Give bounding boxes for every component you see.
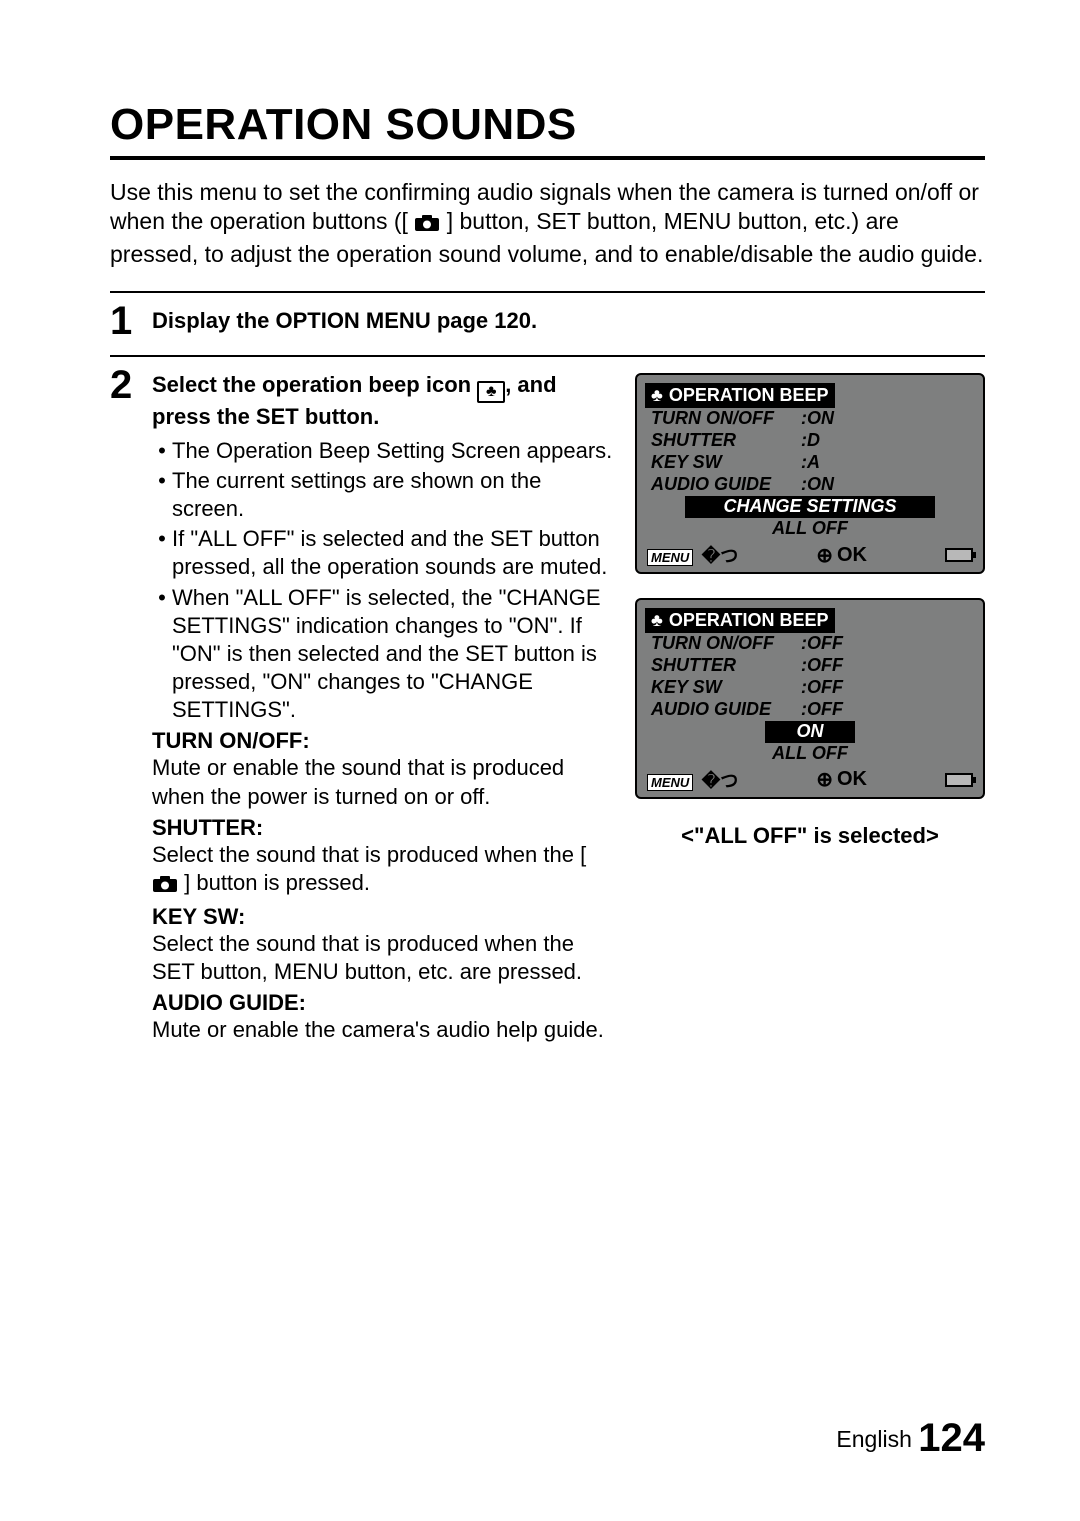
lcd-key: SHUTTER xyxy=(651,655,801,677)
lcd-footer: MENU �つ ⊕ OK xyxy=(645,767,975,793)
term-desc-b: ] button is pressed. xyxy=(184,870,370,895)
lcd-key: KEY SW xyxy=(651,677,801,699)
step-2-number: 2 xyxy=(110,365,152,405)
bullet-icon: • xyxy=(152,525,172,581)
term-desc: Mute or enable the sound that is produce… xyxy=(152,754,613,810)
lcd-val: :A xyxy=(801,452,820,474)
list-item: •The Operation Beep Setting Screen appea… xyxy=(152,437,613,465)
step-1: 1 Display the OPTION MENU page 120. xyxy=(110,291,985,341)
term-label: SHUTTER: xyxy=(152,815,613,841)
list-item: •When "ALL OFF" is selected, the "CHANGE… xyxy=(152,584,613,725)
lcd-val: :OFF xyxy=(801,655,843,677)
footer-page-number: 124 xyxy=(918,1416,985,1460)
ok-text: OK xyxy=(837,544,867,567)
page-footer: English 124 xyxy=(836,1416,985,1461)
lcd-header-text: OPERATION BEEP xyxy=(669,610,829,631)
lcd-extra: ALL OFF xyxy=(645,743,975,765)
lcd-header: ♣ OPERATION BEEP xyxy=(645,383,835,408)
lcd-menu-group: MENU �つ xyxy=(647,542,738,568)
return-arrow-icon: �つ xyxy=(702,771,738,791)
bullet-icon: • xyxy=(152,584,172,725)
lcd-val: :OFF xyxy=(801,677,843,699)
term-audioguide: AUDIO GUIDE: Mute or enable the camera's… xyxy=(152,990,613,1044)
ok-icon: ⊕ xyxy=(816,543,833,568)
term-desc: Select the sound that is produced when t… xyxy=(152,930,613,986)
step-2-right-column: ♣ OPERATION BEEP TURN ON/OFF:ON SHUTTER:… xyxy=(635,371,985,1044)
lcd-row: TURN ON/OFF:OFF xyxy=(645,633,975,655)
lcd-caption: <"ALL OFF" is selected> xyxy=(635,823,985,849)
step-2-heading: Select the operation beep icon ♣, and pr… xyxy=(152,371,613,431)
lcd-row: KEY SW:OFF xyxy=(645,677,975,699)
step-2-left-column: Select the operation beep icon ♣, and pr… xyxy=(152,371,613,1044)
term-turn-onoff: TURN ON/OFF: Mute or enable the sound th… xyxy=(152,728,613,810)
lcd-key: TURN ON/OFF xyxy=(651,633,801,655)
term-desc: Mute or enable the camera's audio help g… xyxy=(152,1016,613,1044)
lcd-footer: MENU �つ ⊕ OK xyxy=(645,542,975,568)
lcd-val: :OFF xyxy=(801,633,843,655)
lcd-val: :ON xyxy=(801,474,834,496)
lcd-ok-group: ⊕ OK xyxy=(816,543,867,568)
page-title: OPERATION SOUNDS xyxy=(110,100,985,160)
lcd-highlight: ON xyxy=(765,721,855,743)
footer-language: English xyxy=(836,1426,911,1452)
step-2-bullets: •The Operation Beep Setting Screen appea… xyxy=(152,437,613,725)
lcd-key: TURN ON/OFF xyxy=(651,408,801,430)
ok-text: OK xyxy=(837,768,867,791)
lcd-highlight: CHANGE SETTINGS xyxy=(685,496,935,518)
term-keysw: KEY SW: Select the sound that is produce… xyxy=(152,904,613,986)
battery-icon xyxy=(945,773,973,787)
beep-icon: ♣ xyxy=(477,381,505,403)
bullet-text: The current settings are shown on the sc… xyxy=(172,467,613,523)
lcd-header: ♣ OPERATION BEEP xyxy=(645,608,835,633)
step-2: 2 Select the operation beep icon ♣, and … xyxy=(110,355,985,1044)
camera-icon xyxy=(152,872,178,900)
list-item: •The current settings are shown on the s… xyxy=(152,467,613,523)
lcd-screen-2: ♣ OPERATION BEEP TURN ON/OFF:OFF SHUTTER… xyxy=(635,598,985,799)
lcd-ok-group: ⊕ OK xyxy=(816,767,867,792)
list-item: •If "ALL OFF" is selected and the SET bu… xyxy=(152,525,613,581)
lcd-val: :OFF xyxy=(801,699,843,721)
lcd-row: SHUTTER:D xyxy=(645,430,975,452)
menu-badge: MENU xyxy=(647,549,693,566)
step-1-heading: Display the OPTION MENU page 120. xyxy=(152,307,985,335)
term-label: KEY SW: xyxy=(152,904,613,930)
bullet-text: When "ALL OFF" is selected, the "CHANGE … xyxy=(172,584,613,725)
menu-badge: MENU xyxy=(647,774,693,791)
term-label: TURN ON/OFF: xyxy=(152,728,613,754)
lcd-extra: ALL OFF xyxy=(645,518,975,540)
step-1-number: 1 xyxy=(110,301,152,341)
lcd-key: AUDIO GUIDE xyxy=(651,699,801,721)
lcd-header-text: OPERATION BEEP xyxy=(669,385,829,406)
lcd-val: :ON xyxy=(801,408,834,430)
beep-header-icon: ♣ xyxy=(651,385,663,406)
bullet-text: The Operation Beep Setting Screen appear… xyxy=(172,437,613,465)
lcd-key: KEY SW xyxy=(651,452,801,474)
bullet-icon: • xyxy=(152,437,172,465)
lcd-key: AUDIO GUIDE xyxy=(651,474,801,496)
step-2-head-a: Select the operation beep icon xyxy=(152,372,477,397)
camera-icon xyxy=(414,210,440,239)
term-desc: Select the sound that is produced when t… xyxy=(152,841,613,900)
bullet-text: If "ALL OFF" is selected and the SET but… xyxy=(172,525,613,581)
lcd-row: AUDIO GUIDE:OFF xyxy=(645,699,975,721)
lcd-row: SHUTTER:OFF xyxy=(645,655,975,677)
return-arrow-icon: �つ xyxy=(702,546,738,566)
lcd-menu-group: MENU �つ xyxy=(647,767,738,793)
beep-header-icon: ♣ xyxy=(651,610,663,631)
battery-icon xyxy=(945,548,973,562)
lcd-row: AUDIO GUIDE:ON xyxy=(645,474,975,496)
lcd-val: :D xyxy=(801,430,820,452)
lcd-key: SHUTTER xyxy=(651,430,801,452)
term-label: AUDIO GUIDE: xyxy=(152,990,613,1016)
lcd-row: TURN ON/OFF:ON xyxy=(645,408,975,430)
lcd-row: KEY SW:A xyxy=(645,452,975,474)
ok-icon: ⊕ xyxy=(816,767,833,792)
bullet-icon: • xyxy=(152,467,172,523)
term-shutter: SHUTTER: Select the sound that is produc… xyxy=(152,815,613,900)
intro-paragraph: Use this menu to set the confirming audi… xyxy=(110,178,985,269)
lcd-screen-1: ♣ OPERATION BEEP TURN ON/OFF:ON SHUTTER:… xyxy=(635,373,985,574)
term-desc-a: Select the sound that is produced when t… xyxy=(152,842,586,867)
